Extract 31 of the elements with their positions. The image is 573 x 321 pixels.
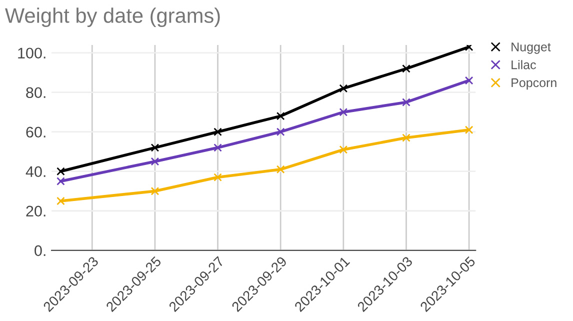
- legend-label: Lilac: [512, 60, 536, 70]
- point: [339, 108, 348, 116]
- legend-label: Nugget: [512, 42, 551, 54]
- point: [276, 165, 285, 174]
- point: [464, 44, 474, 52]
- y-tick-label: 80.: [26, 87, 46, 98]
- point: [150, 143, 160, 152]
- point: [402, 64, 410, 73]
- point: [214, 128, 222, 136]
- point: [276, 112, 285, 120]
- point: [276, 128, 285, 136]
- chart-title: Weight by date (grams): [5, 8, 220, 28]
- point: [339, 145, 348, 154]
- point: [402, 98, 410, 106]
- point: [150, 186, 160, 196]
- point: [214, 143, 222, 152]
- y-tick-label: 40.: [26, 166, 46, 178]
- legend-label: Popcorn: [512, 78, 556, 90]
- y-tick-label: 20.: [26, 206, 46, 217]
- y-tick-label: 100.: [18, 48, 46, 59]
- point: [464, 76, 474, 85]
- point: [464, 126, 474, 134]
- point: [214, 173, 222, 182]
- point: [402, 134, 410, 142]
- point: [150, 157, 160, 166]
- point: [56, 167, 65, 176]
- point: [339, 84, 348, 93]
- y-tick-label: 0.: [34, 245, 46, 256]
- point: [56, 196, 65, 206]
- y-tick-label: 60.: [26, 126, 46, 138]
- point: [56, 177, 65, 186]
